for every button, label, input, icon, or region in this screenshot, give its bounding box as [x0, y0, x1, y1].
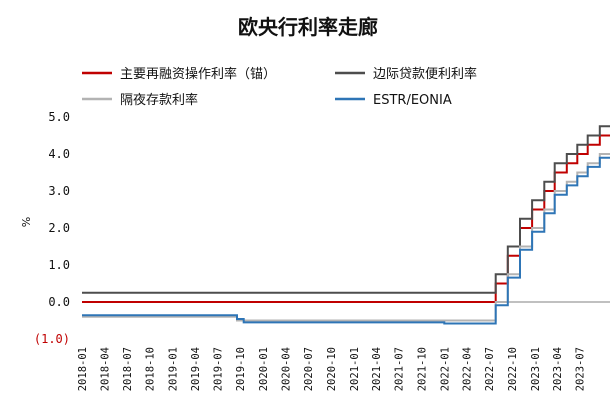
y-tick-label: 2.0	[48, 221, 70, 235]
y-tick-label: 3.0	[48, 184, 70, 198]
x-tick-label: 2019-07	[212, 347, 224, 391]
legend-label: 边际贷款便利利率	[373, 66, 477, 82]
chart-title: 欧央行利率走廊	[238, 15, 378, 39]
x-tick-label: 2020-10	[326, 347, 338, 391]
y-tick-label: 0.0	[48, 295, 70, 309]
x-tick-label: 2021-07	[394, 347, 406, 391]
x-tick-label: 2022-01	[439, 347, 451, 391]
x-tick-label: 2021-01	[349, 347, 361, 391]
x-tick-label: 2020-04	[281, 347, 293, 391]
y-tick-label: 5.0	[48, 110, 70, 124]
y-axis: 5.0 4.0 3.0 2.0 1.0 0.0 (1.0)	[34, 110, 70, 346]
x-axis: 2018-01 2018-04 2018-07 2018-10 2019-01 2019-…	[77, 347, 587, 391]
series-line-4	[82, 158, 610, 324]
y-tick-label: (1.0)	[34, 332, 70, 346]
x-tick-label: 2018-10	[145, 347, 157, 391]
x-tick-label: 2019-01	[168, 347, 180, 391]
x-tick-label: 2018-07	[122, 347, 134, 391]
plot-area	[82, 126, 610, 323]
legend-label: ESTR/EONIA	[373, 93, 452, 108]
x-tick-label: 2022-04	[462, 347, 474, 391]
x-tick-label: 2022-10	[507, 347, 519, 391]
series-line-2	[82, 126, 610, 292]
x-tick-label: 2021-04	[371, 347, 383, 391]
x-tick-label: 2019-04	[190, 347, 202, 391]
series-line-3	[82, 154, 610, 321]
x-tick-label: 2018-04	[99, 347, 111, 391]
x-tick-label: 2023-07	[575, 347, 587, 391]
legend-label: 隔夜存款利率	[120, 92, 198, 108]
x-tick-label: 2023-04	[552, 347, 564, 391]
y-axis-label: %	[20, 217, 33, 227]
y-tick-label: 1.0	[48, 258, 70, 272]
x-tick-label: 2019-10	[235, 347, 247, 391]
x-tick-label: 2022-07	[484, 347, 496, 391]
x-tick-label: 2020-01	[258, 347, 270, 391]
x-tick-label: 2018-01	[77, 347, 89, 391]
x-tick-label: 2020-07	[303, 347, 315, 391]
legend-label: 主要再融资操作利率（锚）	[120, 66, 276, 82]
x-tick-label: 2021-10	[417, 347, 429, 391]
x-tick-label: 2023-01	[530, 347, 542, 391]
y-tick-label: 4.0	[48, 147, 70, 161]
